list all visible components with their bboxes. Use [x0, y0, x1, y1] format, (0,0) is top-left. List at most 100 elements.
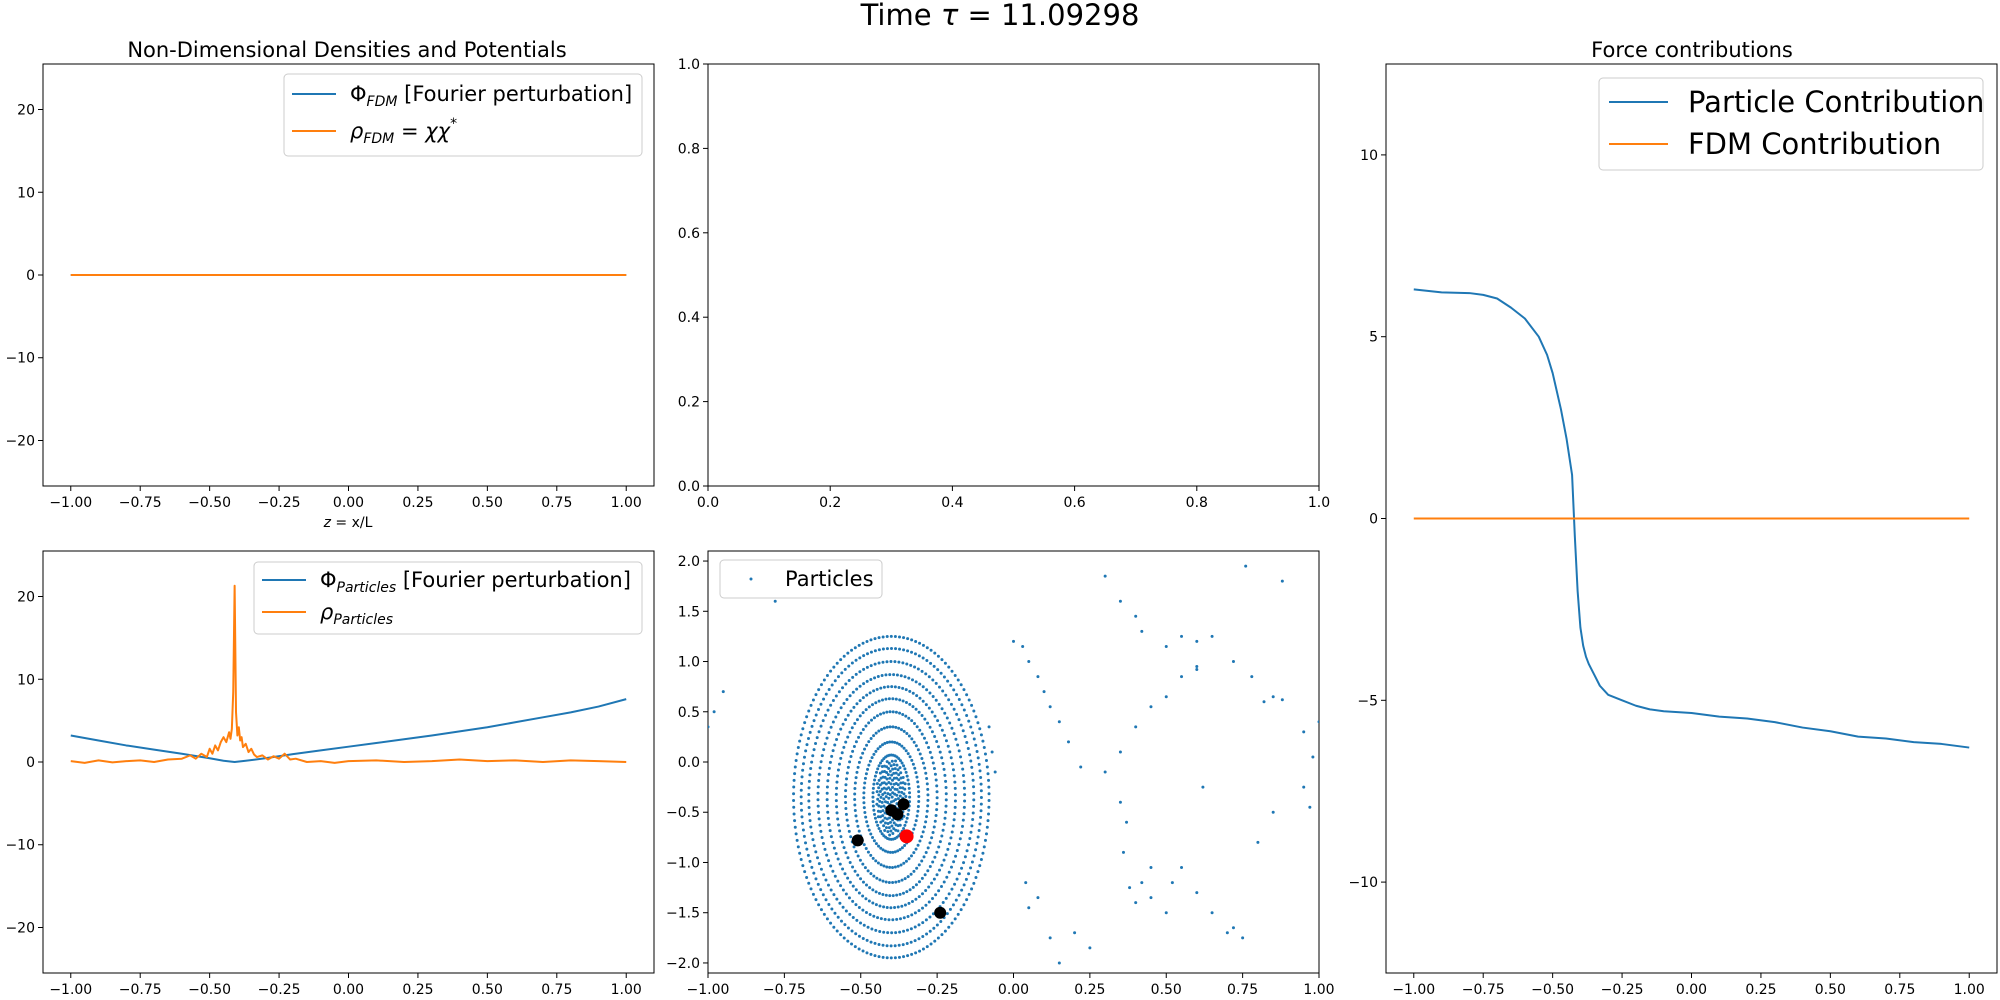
particle-point — [890, 759, 894, 763]
phase-space-scatter-chart: −1.00 −0.75 −0.50 −0.25 0.00 0.25 0.50 0.75 1.00… — [666, 550, 1335, 998]
particle-point — [801, 768, 805, 772]
particle-point — [916, 785, 920, 789]
particle-point — [882, 685, 886, 689]
particle-point — [942, 675, 946, 679]
particle-point — [963, 793, 967, 797]
y-tick-label: 0.6 — [678, 226, 700, 242]
particle-point — [816, 856, 820, 860]
particle-point — [943, 661, 947, 665]
particle-point — [831, 749, 835, 753]
particle-point — [858, 858, 862, 862]
particle-point — [853, 798, 857, 801]
particle-point — [982, 746, 986, 749]
particle-point — [825, 917, 829, 921]
particle-point — [977, 762, 981, 766]
particle-point — [817, 688, 821, 692]
particle-point — [834, 799, 838, 803]
particle-point — [911, 705, 915, 709]
particle-point — [1057, 961, 1061, 965]
particle-point — [858, 714, 862, 718]
particle-point — [906, 915, 910, 919]
particle-point — [821, 719, 825, 723]
particle-point — [792, 799, 796, 803]
particle-point — [897, 773, 901, 777]
particle-point — [914, 771, 918, 775]
particle-point — [934, 681, 938, 685]
particle-point — [795, 838, 799, 842]
particle-point — [975, 750, 979, 754]
particle-point — [881, 743, 885, 747]
particle-point — [846, 856, 850, 860]
particle-point — [849, 755, 853, 759]
particle-point — [903, 767, 907, 771]
particle-point — [889, 764, 893, 768]
particle-point — [887, 781, 891, 785]
particle-point — [885, 710, 889, 714]
particle-point — [864, 708, 868, 712]
particle-point — [1134, 901, 1138, 905]
particle-point — [885, 647, 889, 651]
particle-point — [798, 851, 802, 855]
particle-point — [913, 911, 917, 915]
particle-point — [810, 865, 814, 869]
particle-point — [903, 675, 907, 679]
particle-point — [915, 866, 919, 870]
phase-plot-frame — [707, 550, 1320, 974]
particle-point — [882, 757, 886, 761]
particle-point — [937, 702, 941, 706]
particle-point — [773, 599, 777, 603]
particle-point — [827, 766, 831, 770]
particle-point — [872, 716, 876, 720]
x-tick-label: 1.00 — [611, 982, 642, 998]
force-chart-title: Force contributions — [1591, 38, 1793, 62]
particle-point — [880, 759, 884, 763]
particle-point — [918, 696, 922, 700]
particle-point — [894, 771, 898, 775]
particle-point — [874, 731, 878, 735]
particle-point — [812, 844, 816, 848]
particle-point — [1164, 695, 1168, 699]
particle-point — [887, 796, 891, 800]
particle-point — [913, 766, 917, 770]
particle-point — [935, 796, 939, 800]
particle-point — [1180, 675, 1184, 679]
particle-point — [906, 778, 910, 782]
particle-point — [985, 825, 989, 829]
particle-point — [891, 767, 895, 771]
particle-point — [961, 824, 964, 828]
particle-point — [898, 766, 902, 770]
particle-point — [1134, 725, 1138, 729]
particle-point — [917, 909, 921, 913]
particles-legend: ΦParticles [Fourier perturbation] ρParti… — [253, 561, 643, 635]
particle-point — [872, 782, 876, 786]
particle-point — [872, 689, 876, 693]
particle-point — [979, 857, 983, 861]
particle-point — [891, 725, 895, 729]
particle-point — [901, 943, 905, 947]
particle-point — [897, 635, 901, 639]
particle-point — [899, 674, 903, 678]
particle-point — [896, 768, 900, 772]
particle-point — [847, 896, 851, 900]
particle-point — [833, 911, 837, 915]
particle-point — [958, 837, 962, 841]
particle-point — [891, 710, 895, 714]
particle-point — [939, 919, 943, 923]
particle-point — [810, 724, 814, 728]
particle-point — [888, 673, 892, 677]
particle-point — [817, 811, 821, 815]
particle-point — [893, 635, 897, 639]
particle-point — [976, 835, 980, 839]
particle-point — [884, 880, 888, 884]
particle-point — [856, 873, 860, 877]
particle-point — [883, 816, 887, 820]
particle-point — [895, 788, 899, 792]
particle-point — [902, 764, 906, 768]
empty-chart: 0.0 0.2 0.4 0.6 0.8 1.0 0.0 0.2 0.4 0.6 0.8 1.0 — [678, 57, 1330, 511]
particle-point — [842, 654, 846, 658]
particle-point — [918, 839, 922, 843]
particle-point — [949, 683, 953, 687]
x-tick-label: −0.75 — [763, 982, 806, 998]
particle-point — [888, 833, 892, 837]
particle-point — [1012, 639, 1015, 643]
